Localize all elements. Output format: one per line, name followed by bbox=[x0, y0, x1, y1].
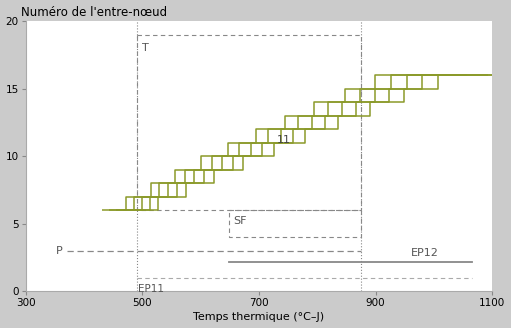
Text: P: P bbox=[56, 246, 62, 256]
Text: SF: SF bbox=[233, 216, 246, 226]
Text: 11: 11 bbox=[276, 135, 291, 145]
Text: EP11: EP11 bbox=[138, 284, 164, 294]
Text: EP12: EP12 bbox=[411, 248, 438, 257]
X-axis label: Temps thermique (°C–J): Temps thermique (°C–J) bbox=[194, 313, 324, 322]
Text: T: T bbox=[143, 43, 149, 53]
Text: Numéro de l'entre-nœud: Numéro de l'entre-nœud bbox=[21, 6, 167, 19]
